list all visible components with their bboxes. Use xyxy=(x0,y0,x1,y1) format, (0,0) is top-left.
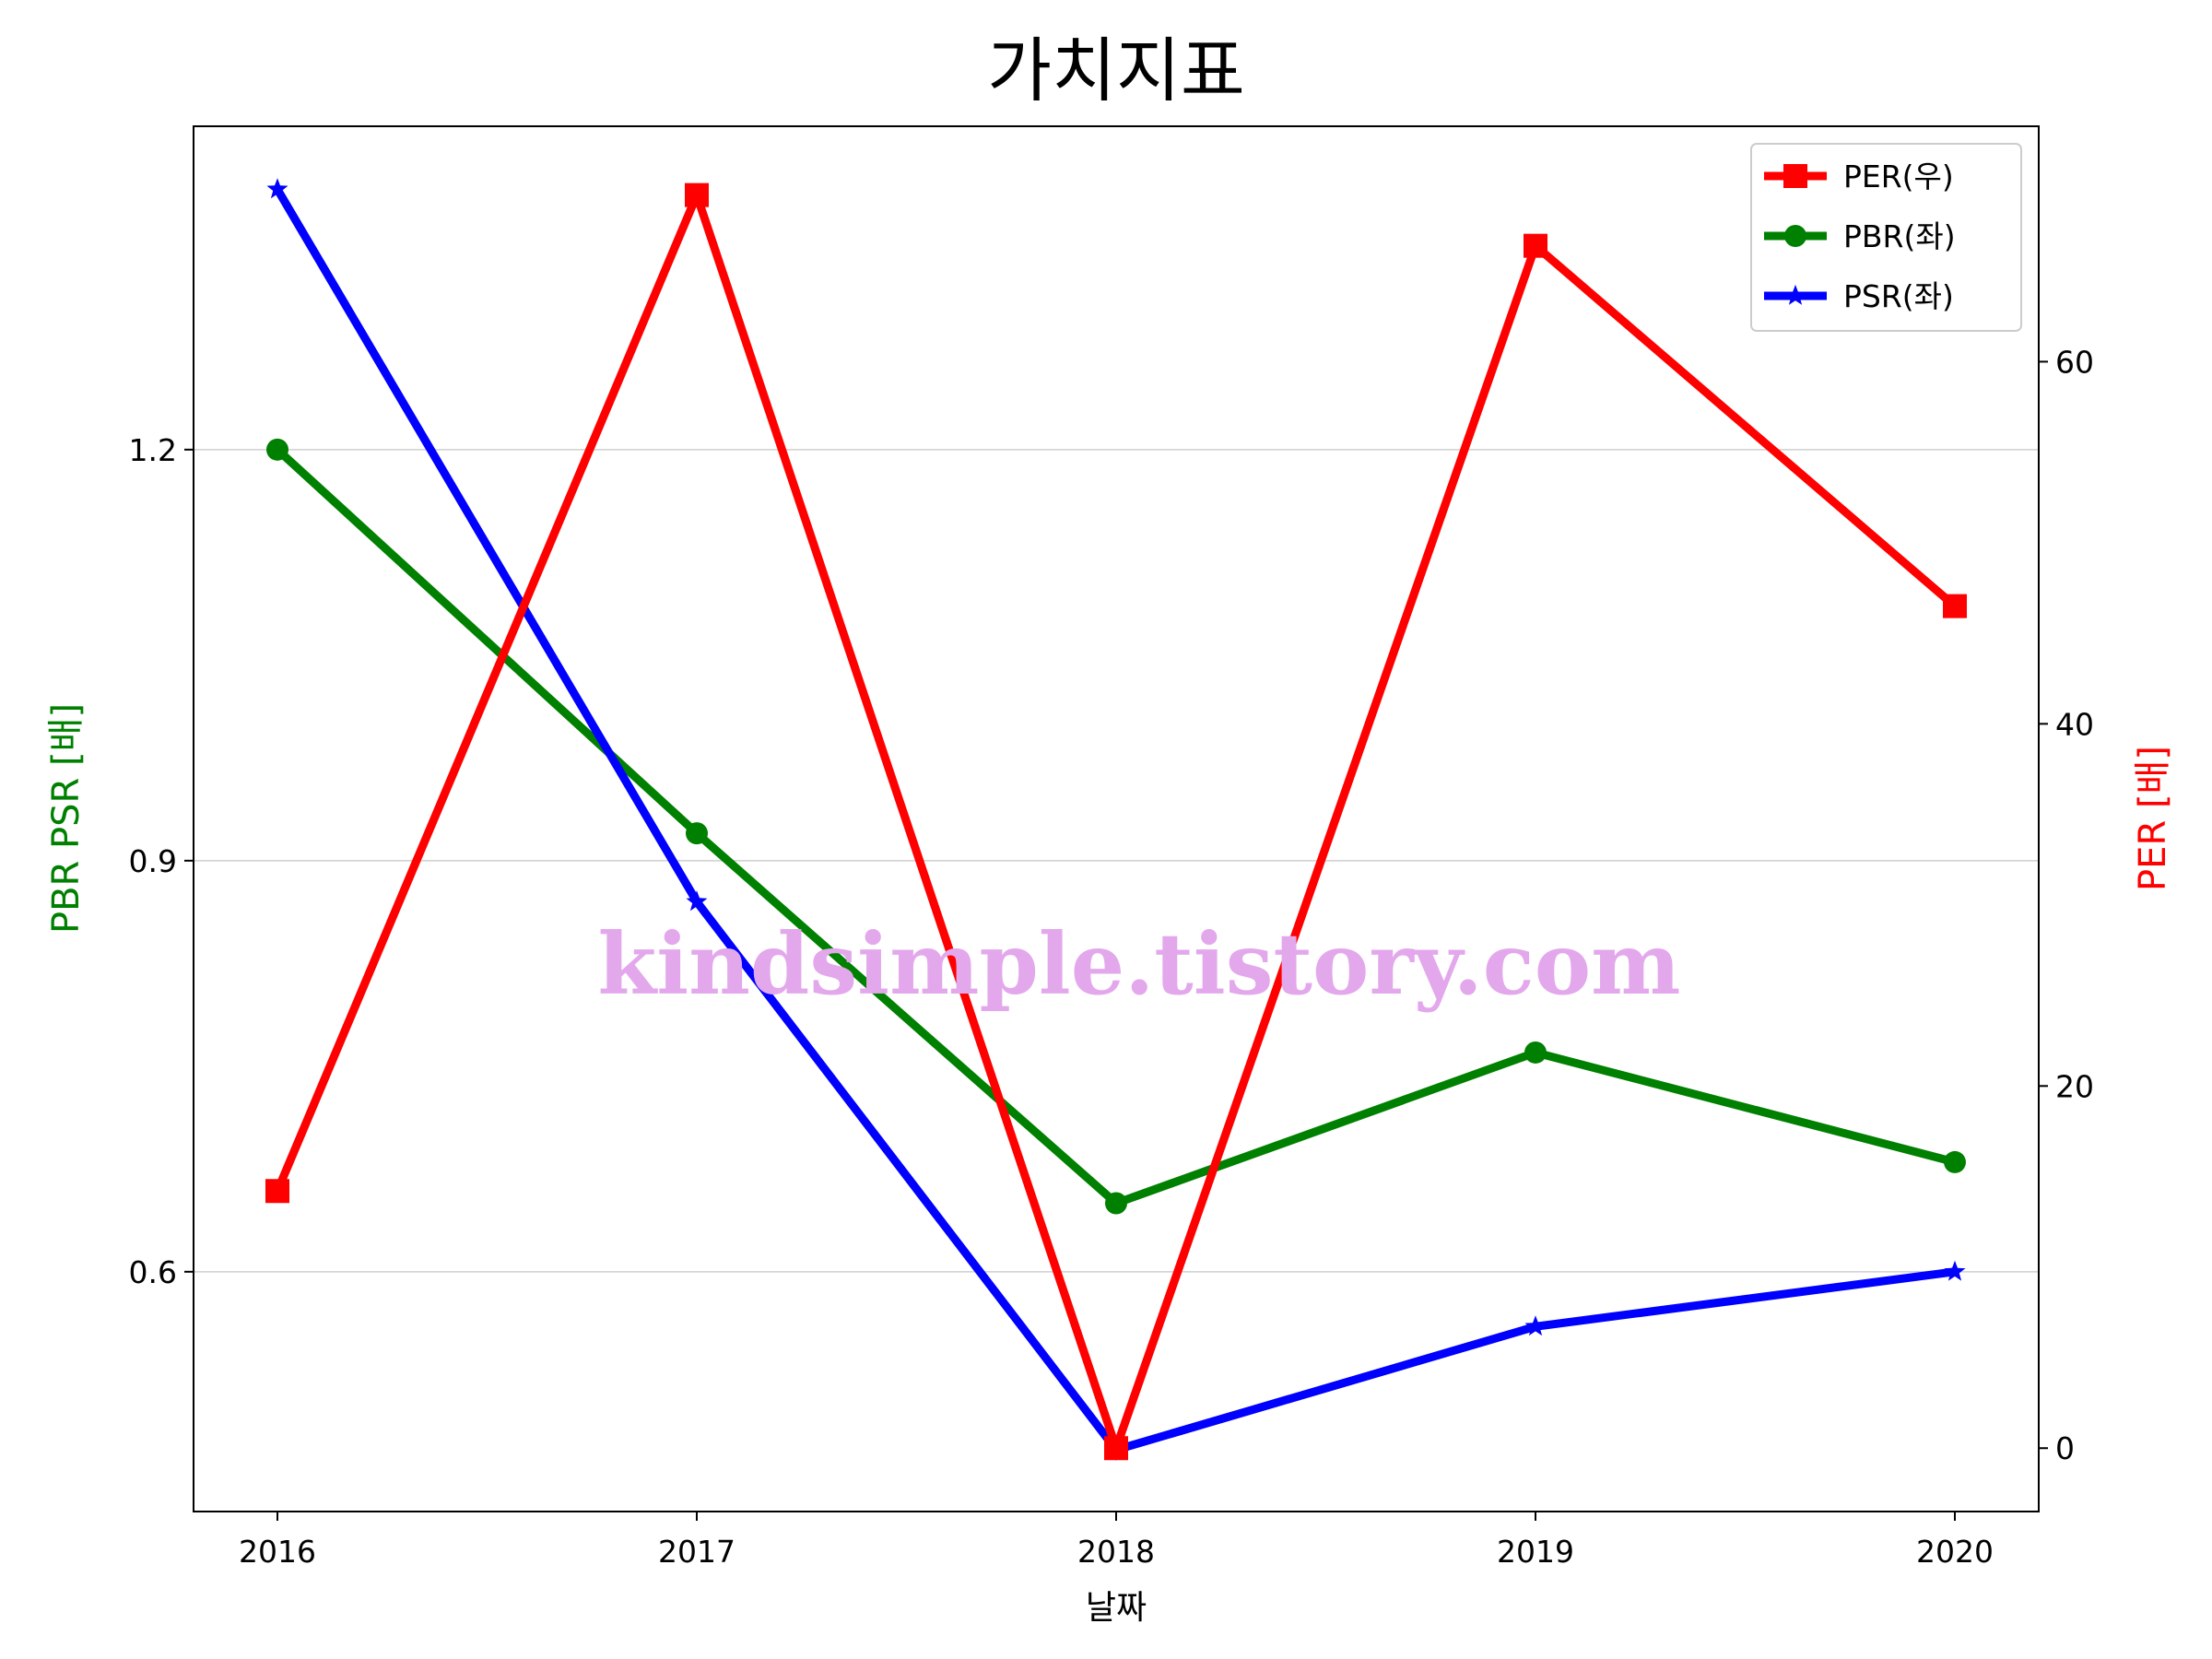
data-point xyxy=(266,178,288,199)
legend-label: PBR(좌) xyxy=(1843,218,1956,254)
data-point xyxy=(685,182,709,207)
x-tick-label: 2016 xyxy=(239,1534,316,1570)
data-point xyxy=(1944,1260,1966,1281)
ticks: 0.6 0.9 1.2 0 20 40 60 2016 2017 2018 2019 2020 xyxy=(129,344,2094,1570)
x-tick-label: 2018 xyxy=(1077,1534,1155,1570)
chart-title: 가치지표 xyxy=(987,29,1245,112)
y-axis-right-label: PER [배] xyxy=(2132,746,2174,891)
data-point xyxy=(1105,1192,1127,1215)
gridlines xyxy=(194,449,2039,1273)
legend-label: PER(우) xyxy=(1843,159,1954,194)
data-point xyxy=(266,438,288,461)
y-left-tick-label: 1.2 xyxy=(129,432,177,468)
series-square xyxy=(265,182,1967,1462)
data-point xyxy=(265,1179,289,1204)
legend-marker xyxy=(1783,164,1807,188)
legend-label: PSR(좌) xyxy=(1843,278,1954,314)
y-right-tick-label: 60 xyxy=(2055,344,2094,380)
legend-frame xyxy=(1750,143,2022,332)
data-point xyxy=(1524,233,1547,258)
series-circle xyxy=(266,438,1966,1215)
watermark: kindsimple.tistory.com xyxy=(597,914,1680,1014)
series-layer xyxy=(265,178,1967,1462)
y-right-tick-label: 20 xyxy=(2055,1068,2094,1104)
x-tick-label: 2019 xyxy=(1497,1534,1574,1570)
x-axis-label: 날짜 xyxy=(1086,1589,1147,1627)
y-right-tick-label: 40 xyxy=(2055,706,2094,742)
y-axis-left-label: PBR PSR [배] xyxy=(45,703,88,934)
data-point xyxy=(1944,1150,1966,1173)
data-point xyxy=(1524,1041,1547,1064)
data-point xyxy=(1943,594,1967,618)
y-right-tick-label: 0 xyxy=(2055,1430,2075,1466)
y-left-tick-label: 0.6 xyxy=(129,1254,177,1290)
legend-marker xyxy=(1784,284,1806,305)
data-point xyxy=(1104,1436,1128,1461)
x-tick-label: 2017 xyxy=(658,1534,735,1570)
data-point xyxy=(1524,1315,1547,1336)
y-left-tick-label: 0.9 xyxy=(129,843,177,879)
legend: PER(우) PBR(좌) PSR(좌) xyxy=(1750,143,2022,332)
legend-marker xyxy=(1784,225,1806,247)
data-point xyxy=(686,822,708,845)
x-tick-label: 2020 xyxy=(1916,1534,1994,1570)
data-point xyxy=(686,890,708,912)
